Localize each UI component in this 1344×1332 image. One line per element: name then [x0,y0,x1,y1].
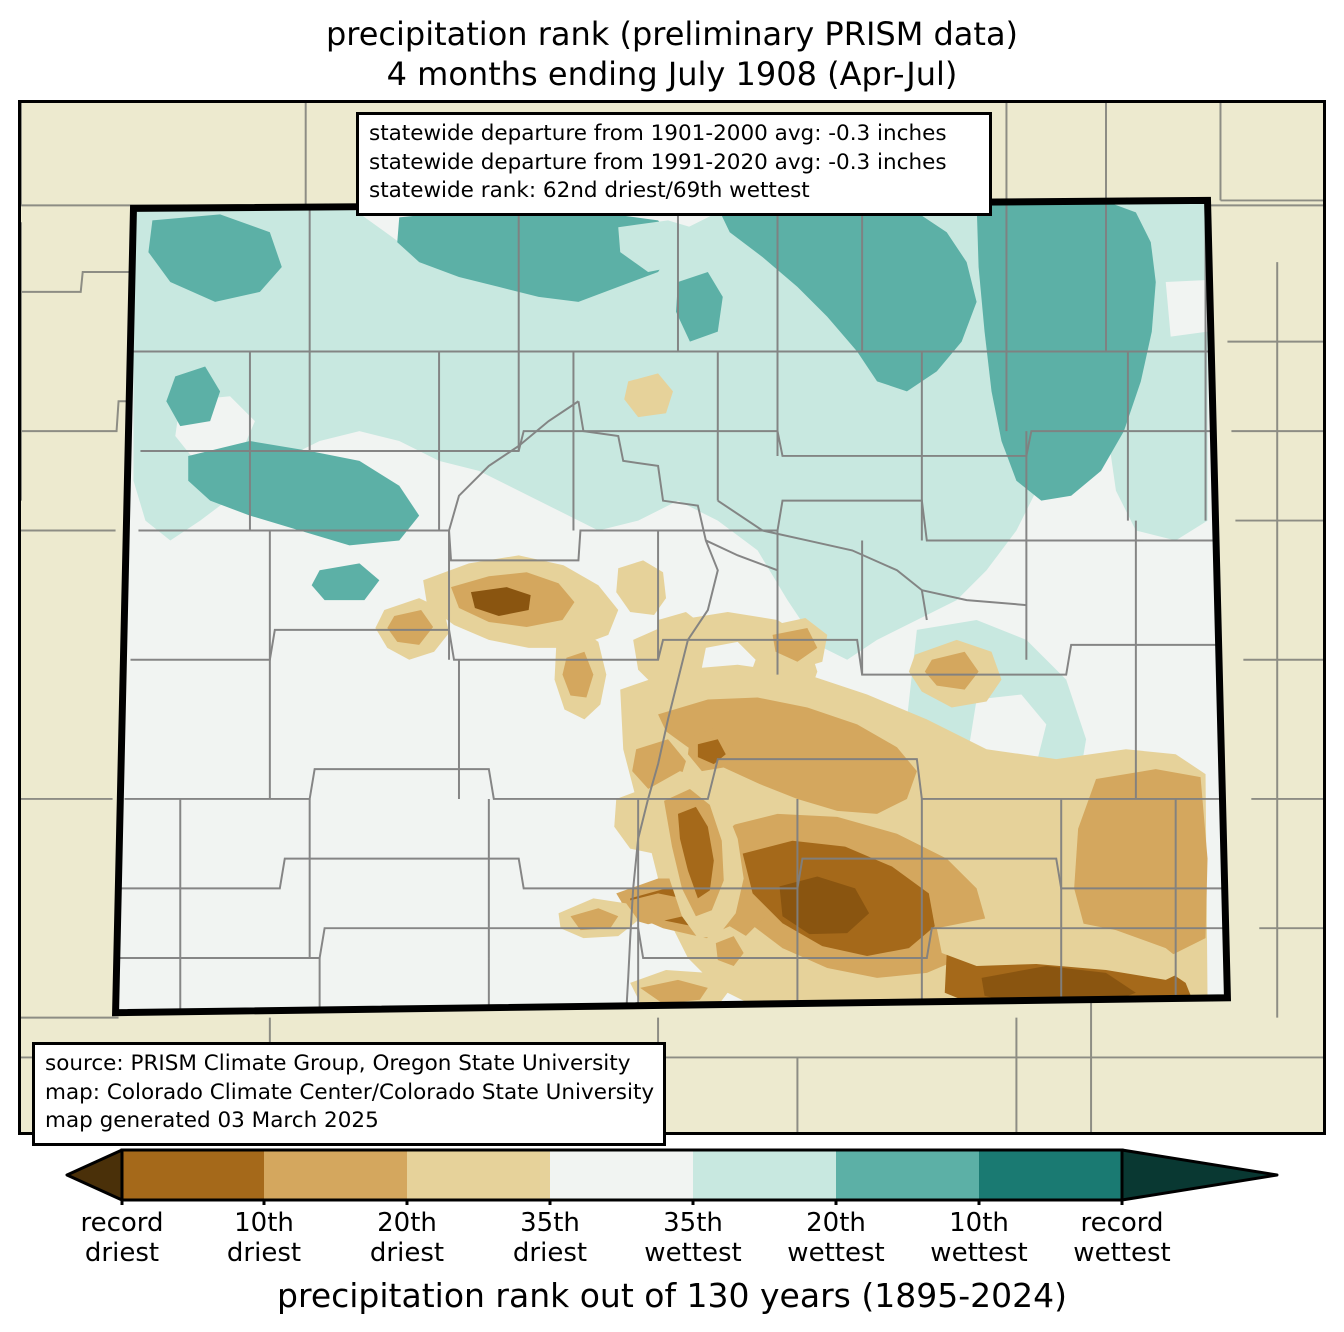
title-line-2: 4 months ending July 1908 (Apr-Jul) [386,55,958,94]
colorbar-label-20th-wettest: 20th wettest [787,1208,885,1269]
departure-1991-2020: statewide departure from 1991-2020 avg: … [369,149,947,175]
colorbar-label-35th-driest: 35th driest [512,1208,588,1269]
colorbar-caption: precipitation rank out of 130 years (189… [277,1276,1067,1315]
source-attribution-box: source: PRISM Climate Group, Oregon Stat… [32,1042,666,1146]
county-boundaries [118,200,1228,1013]
source-line: source: PRISM Climate Group, Oregon Stat… [45,1051,631,1076]
western-slope-dry-streaks [648,771,754,976]
colorbar-label-10th-driest: 10th driest [226,1208,302,1269]
map-credit-line: map: Colorado Climate Center/Colorado St… [45,1079,655,1105]
colorbar-ticks [120,1200,1124,1205]
page-title: precipitation rank (preliminary PRISM da… [0,14,1344,95]
statewide-summary-box: statewide departure from 1901-2000 avg: … [356,112,992,216]
colorbar-label-record-driest: record driest [80,1208,164,1269]
title-line-1: precipitation rank (preliminary PRISM da… [325,15,1019,53]
colorbar [0,1145,1344,1205]
statewide-rank: statewide rank: 62nd driest/69th wettest [369,178,810,204]
colorbar-outline [120,1148,1124,1202]
colorbar-tick-labels: record driest 10th driest 20th driest 35… [0,1208,1344,1270]
state-interior [115,200,1228,1013]
colorbar-band-1 [122,1150,264,1200]
colorado-precipitation-rank-map [21,103,1323,1132]
colorbar-label-10th-wettest: 10th wettest [930,1208,1028,1269]
colorbar-extend-max [1120,1148,1279,1202]
colorbar-extend-min [65,1148,124,1202]
colorbar-band-4 [550,1150,693,1200]
colorbar-bands [65,1148,1279,1202]
colorbar-band-3 [407,1150,550,1200]
colorbar-label-35th-wettest: 35th wettest [644,1208,742,1269]
colorbar-svg [65,1148,1279,1205]
map-generated-line: map generated 03 March 2025 [45,1108,379,1134]
colorbar-band-7 [979,1150,1122,1200]
colorbar-band-5 [693,1150,836,1200]
colorbar-band-6 [836,1150,979,1200]
departure-1901-2000: statewide departure from 1901-2000 avg: … [369,121,947,146]
map-panel [18,100,1326,1135]
colorbar-label-record-wettest: record wettest [1073,1208,1171,1269]
colorbar-band-2 [264,1150,407,1200]
colorbar-label-20th-driest: 20th driest [369,1208,445,1269]
